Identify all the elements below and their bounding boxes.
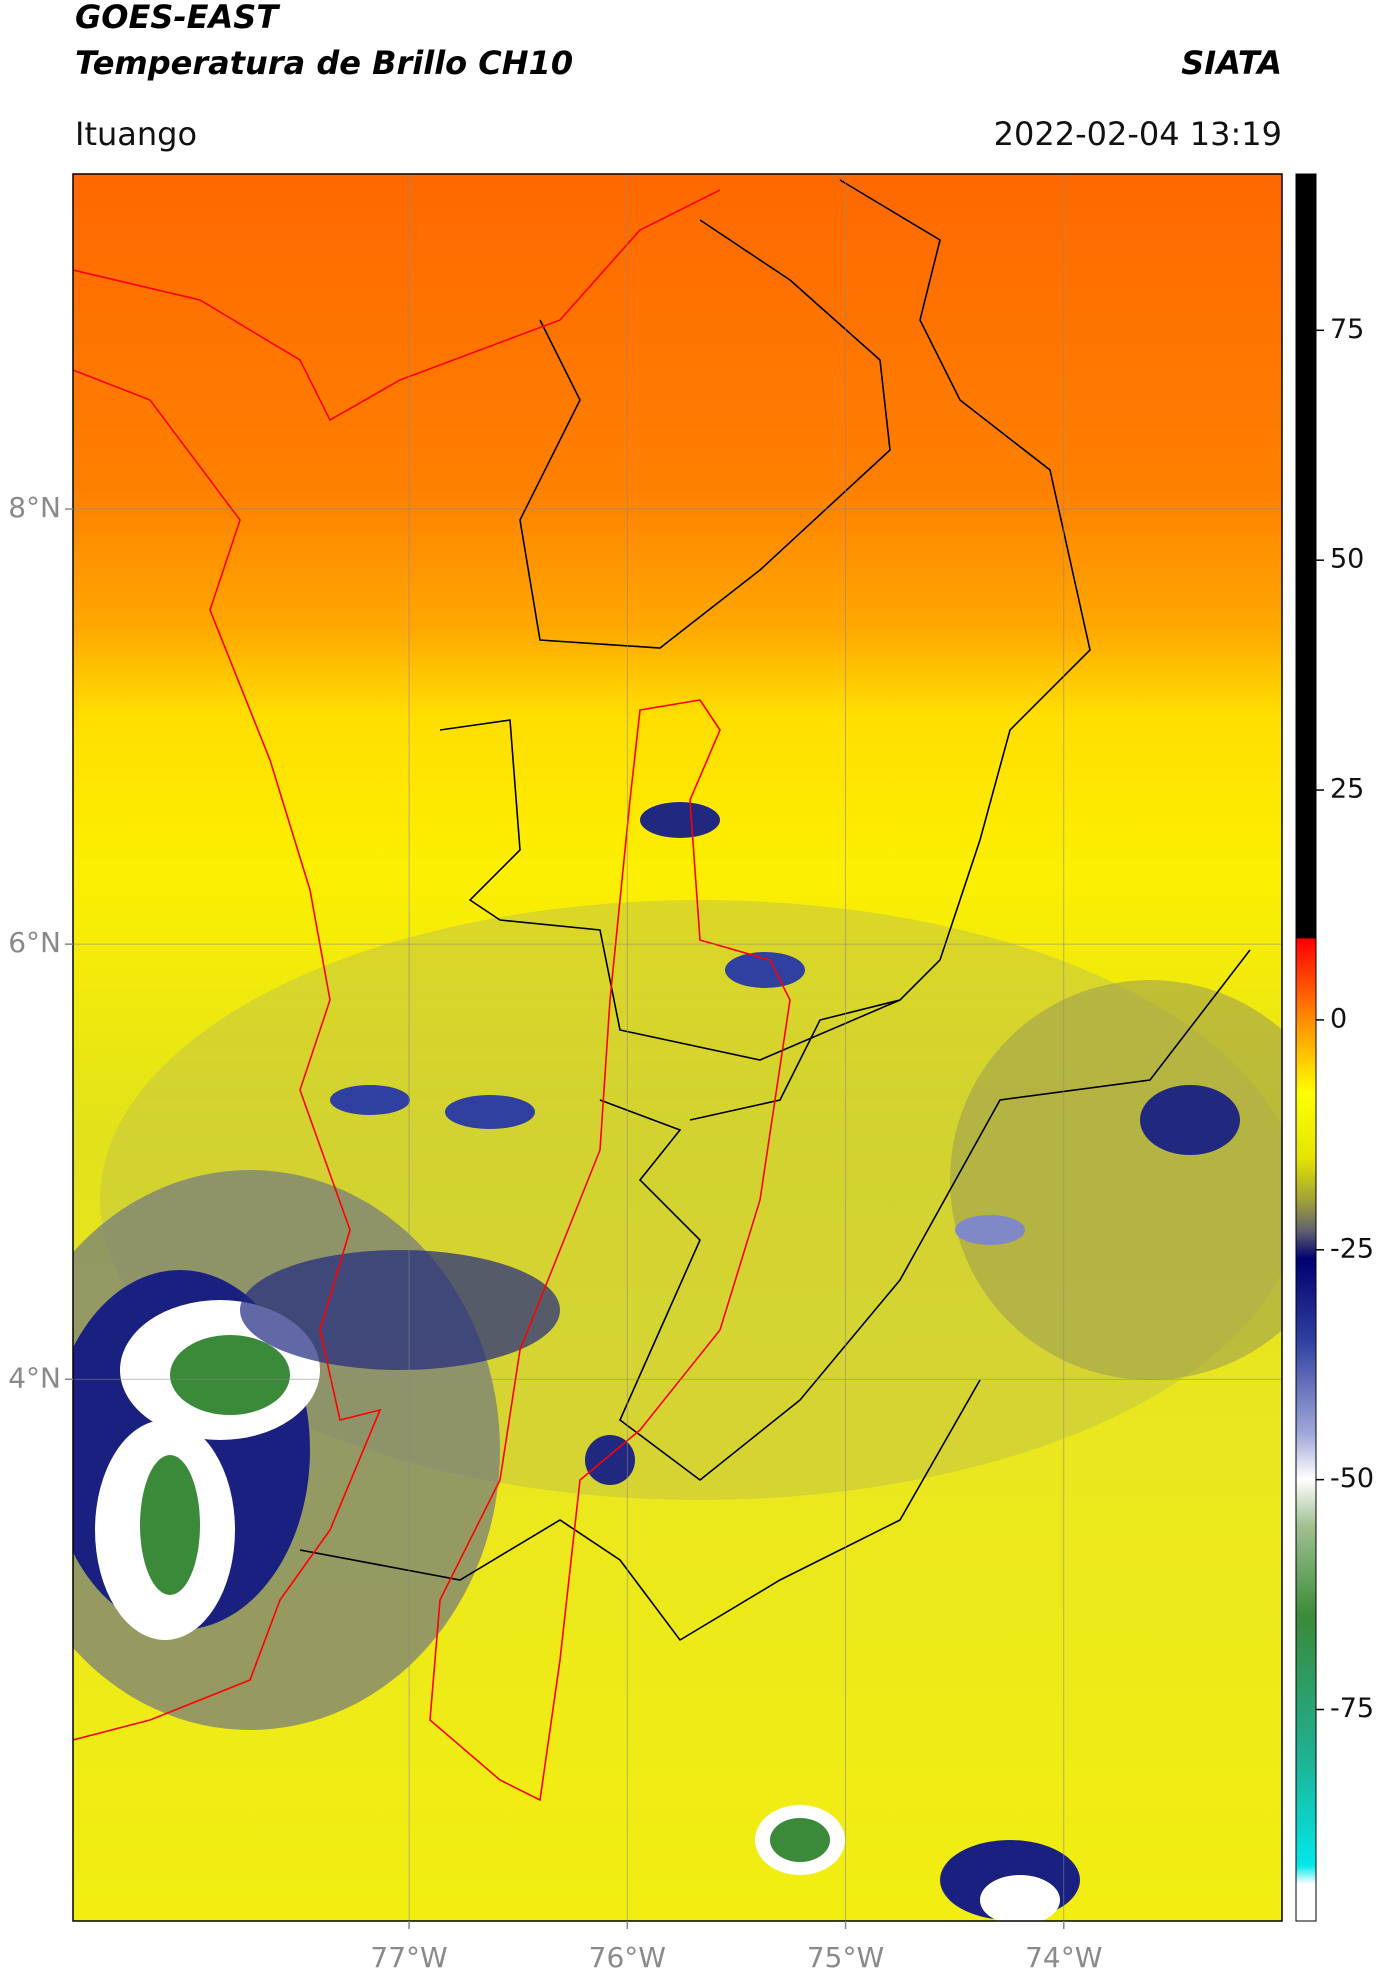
lat-label: 6°N (8, 926, 61, 959)
lon-label: 75°W (807, 1941, 884, 1974)
colorbar-label: -25 (1330, 1233, 1374, 1264)
labels: 8°N 6°N 4°N 77°W 76°W 75°W 74°W 75 50 25 0 -25 -50 -7… (8, 314, 1374, 1974)
lon-label: 74°W (1025, 1941, 1102, 1974)
lat-label: 8°N (8, 491, 61, 524)
title: GOES-EAST (75, 0, 280, 36)
colorbar-label: 0 (1330, 1003, 1347, 1034)
coast-lines (73, 189, 791, 1802)
colorbar (1295, 173, 1317, 1922)
datetime: 2022-02-04 13:19 (994, 115, 1282, 153)
grid (73, 174, 1282, 1921)
boundaries (299, 179, 1251, 1642)
org: SIATA (1181, 44, 1282, 82)
subtitle: Temperatura de Brillo CH10 (75, 44, 573, 82)
clouds (73, 802, 1282, 1921)
map-frame (72, 173, 1283, 1922)
location: Ituango (75, 115, 197, 153)
lon-label: 77°W (370, 1941, 447, 1974)
map (73, 174, 1282, 1921)
lat-label: 4°N (8, 1361, 61, 1394)
colorbar-label: 50 (1330, 544, 1364, 575)
colorbar-label: -75 (1330, 1693, 1374, 1724)
colorbar-label: -50 (1330, 1463, 1374, 1494)
colorbar-label: 25 (1330, 774, 1364, 805)
lon-label: 76°W (589, 1941, 666, 1974)
colorbar-label: 75 (1330, 314, 1364, 345)
